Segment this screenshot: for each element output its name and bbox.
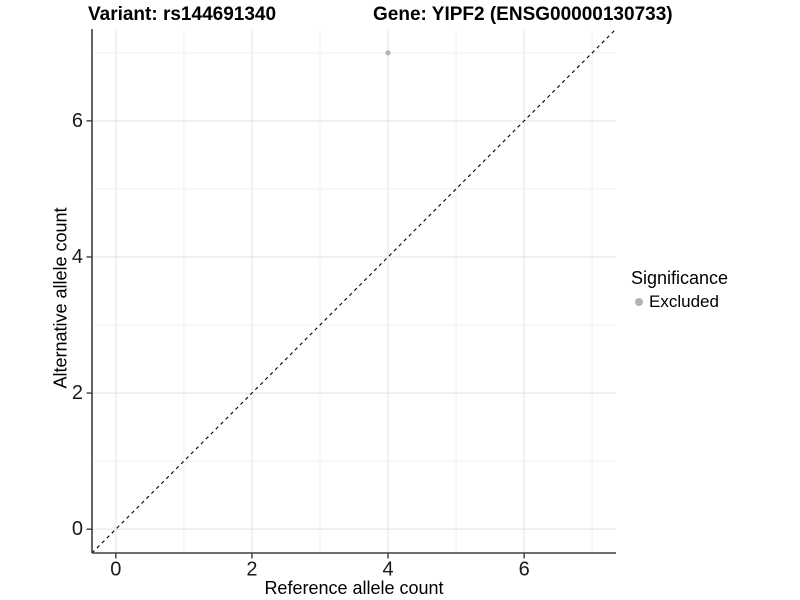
y-tick-label: 2 xyxy=(72,382,83,404)
legend: Significance Excluded xyxy=(631,268,728,312)
y-tick-label: 0 xyxy=(72,518,83,540)
x-axis-title: Reference allele count xyxy=(264,578,444,598)
x-tick-label: 0 xyxy=(110,559,121,581)
plot-title-variant: Variant: rs144691340 xyxy=(88,4,277,25)
legend-item-label: Excluded xyxy=(649,292,719,311)
legend-title: Significance xyxy=(631,268,729,288)
plot-title-gene: Gene: YIPF2 (ENSG00000130733) xyxy=(373,4,673,25)
x-tick-label: 2 xyxy=(246,559,257,581)
x-tick-label: 6 xyxy=(519,559,530,581)
y-tick-label: 4 xyxy=(72,246,83,268)
data-point xyxy=(385,50,391,56)
y-axis-title: Alternative allele count xyxy=(50,207,71,389)
legend-item-excluded: Excluded xyxy=(631,292,728,312)
y-tick-label: 6 xyxy=(72,110,83,132)
identity-line xyxy=(91,28,617,554)
legend-point-marker xyxy=(635,298,643,306)
x-tick-label: 4 xyxy=(382,559,393,581)
